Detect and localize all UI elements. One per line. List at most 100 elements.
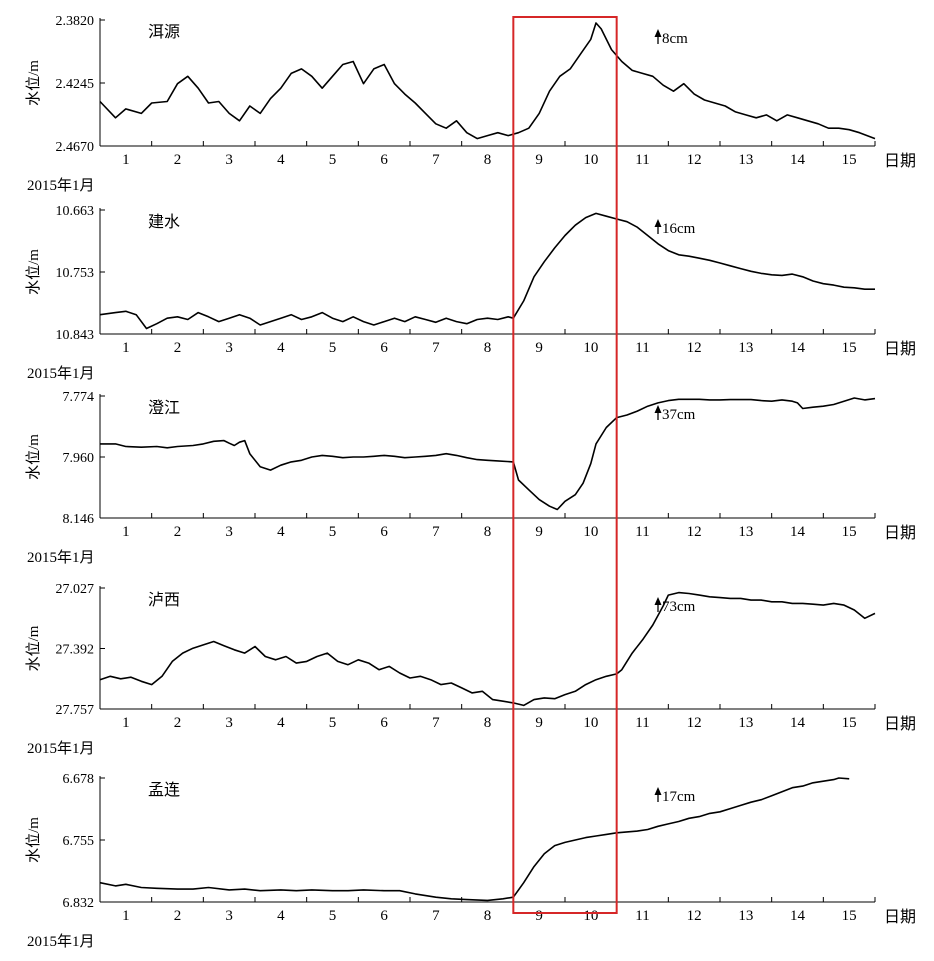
arrow-head-icon — [654, 787, 662, 795]
x-tick-label: 8 — [484, 524, 492, 540]
y-axis-label: 水位/m — [25, 625, 42, 671]
x-tick-label: 12 — [687, 908, 702, 924]
arrow-head-icon — [654, 597, 662, 605]
y-axis-label: 水位/m — [25, 434, 42, 480]
series-line — [100, 397, 876, 511]
y-axis-label: 水位/m — [25, 60, 42, 106]
x-tick-label: 14 — [790, 152, 806, 168]
date-label: 2015年1月 — [27, 177, 95, 194]
x-tick-label: 10 — [583, 152, 598, 168]
x-tick-label: 11 — [635, 524, 649, 540]
y-tick-label: 7.960 — [63, 451, 95, 466]
date-label: 2015年1月 — [27, 740, 95, 757]
station-title: 洱源 — [148, 23, 180, 41]
x-tick-label: 15 — [842, 524, 857, 540]
arrow-head-icon — [654, 405, 662, 413]
x-tick-label: 3 — [225, 715, 233, 731]
x-tick-label: 8 — [484, 340, 492, 356]
x-tick-label: 8 — [484, 715, 492, 731]
y-tick-label: 10.753 — [56, 266, 95, 281]
x-tick-label: 15 — [842, 715, 857, 731]
station-title: 建水 — [148, 213, 180, 231]
x-tick-label: 12 — [687, 152, 702, 168]
y-axis-label: 水位/m — [25, 817, 42, 863]
annotation-label: 8cm — [662, 31, 688, 47]
x-tick-label: 4 — [277, 340, 285, 356]
x-tick-label: 5 — [329, 524, 337, 540]
x-tick-label: 4 — [277, 152, 285, 168]
x-tick-label: 9 — [535, 715, 543, 731]
annotation-label: 73cm — [662, 599, 696, 615]
x-tick-label: 15 — [842, 152, 857, 168]
x-tick-label: 2 — [174, 524, 182, 540]
x-tick-label: 14 — [790, 715, 806, 731]
y-tick-label: 6.755 — [63, 834, 95, 849]
x-tick-label: 8 — [484, 908, 492, 924]
x-tick-label: 10 — [583, 908, 598, 924]
x-tick-label: 13 — [738, 524, 753, 540]
x-axis-label: 日期 — [884, 908, 916, 926]
y-tick-label: 2.4245 — [56, 77, 95, 92]
x-tick-label: 9 — [535, 152, 543, 168]
x-tick-label: 2 — [174, 908, 182, 924]
x-tick-label: 13 — [738, 715, 753, 731]
y-tick-label: 2.3820 — [56, 14, 95, 29]
x-tick-label: 12 — [687, 524, 702, 540]
x-tick-label: 9 — [535, 340, 543, 356]
x-tick-label: 7 — [432, 908, 440, 924]
x-tick-label: 9 — [535, 524, 543, 540]
x-tick-label: 5 — [329, 715, 337, 731]
y-tick-label: 10.663 — [56, 204, 95, 219]
series-line — [99, 777, 850, 902]
x-tick-label: 6 — [380, 152, 388, 168]
station-title: 澄江 — [148, 399, 180, 417]
x-tick-label: 4 — [277, 524, 285, 540]
y-tick-label: 2.4670 — [56, 140, 95, 155]
y-tick-label: 8.146 — [63, 512, 95, 527]
series-line — [99, 212, 875, 330]
x-tick-label: 4 — [277, 908, 285, 924]
annotation-label: 17cm — [662, 789, 696, 805]
arrow-head-icon — [654, 219, 662, 227]
y-tick-label: 10.843 — [56, 328, 95, 343]
x-axis-label: 日期 — [884, 340, 916, 358]
x-tick-label: 2 — [174, 715, 182, 731]
x-tick-label: 1 — [122, 908, 130, 924]
x-tick-label: 11 — [635, 340, 649, 356]
x-tick-label: 10 — [583, 524, 598, 540]
date-label: 2015年1月 — [27, 549, 95, 566]
x-tick-label: 7 — [432, 524, 440, 540]
station-title: 泸西 — [148, 591, 180, 609]
x-tick-label: 14 — [790, 524, 806, 540]
x-tick-label: 10 — [583, 340, 598, 356]
y-tick-label: 27.027 — [56, 582, 95, 597]
x-tick-label: 10 — [583, 715, 598, 731]
y-tick-label: 7.774 — [63, 390, 95, 405]
x-tick-label: 6 — [380, 908, 388, 924]
x-tick-label: 1 — [122, 340, 130, 356]
x-tick-label: 9 — [535, 908, 543, 924]
annotation-label: 16cm — [662, 221, 696, 237]
x-tick-label: 13 — [738, 152, 753, 168]
x-tick-label: 6 — [380, 715, 388, 731]
x-tick-label: 5 — [329, 908, 337, 924]
x-tick-label: 7 — [432, 152, 440, 168]
series-line — [99, 22, 876, 140]
x-tick-label: 5 — [329, 340, 337, 356]
x-axis-label: 日期 — [884, 524, 916, 542]
x-tick-label: 2 — [174, 340, 182, 356]
x-tick-label: 11 — [635, 152, 649, 168]
x-tick-label: 14 — [790, 908, 806, 924]
date-label: 2015年1月 — [27, 365, 95, 382]
x-tick-label: 4 — [277, 715, 285, 731]
x-tick-label: 15 — [842, 340, 857, 356]
x-tick-label: 14 — [790, 340, 806, 356]
x-tick-label: 3 — [225, 908, 233, 924]
x-tick-label: 13 — [738, 908, 753, 924]
arrow-head-icon — [654, 29, 662, 37]
